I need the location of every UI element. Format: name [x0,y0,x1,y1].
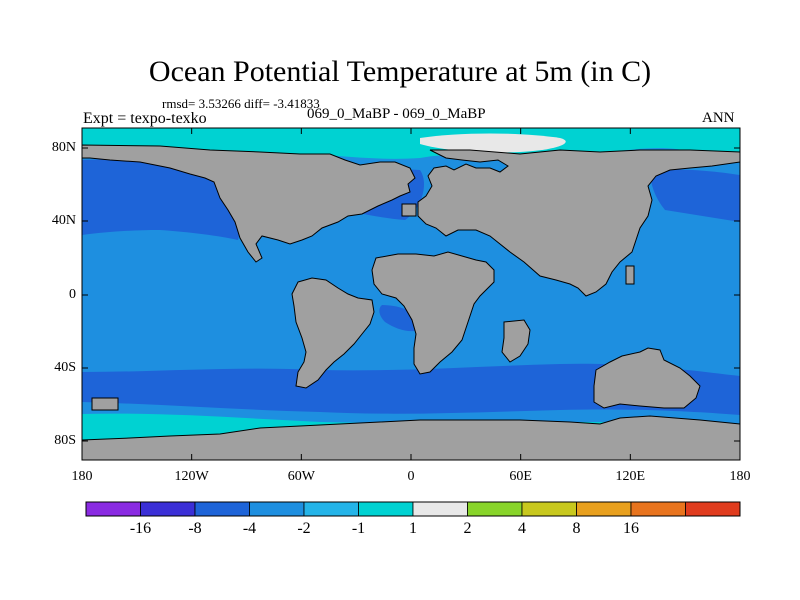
lon-label: 120E [615,469,646,484]
colorbar [85,501,741,517]
lat-label: 40S [54,360,76,375]
colorbar-label: -4 [242,520,257,537]
colorbar-box [249,501,305,517]
colorbar-box [576,501,632,517]
lon-label: 120W [174,469,209,484]
land-south-america [291,277,375,389]
case-label: 069_0_MaBP - 069_0_MaBP [307,106,486,122]
axis-ticks [81,128,741,460]
colorbar-label: 1 [409,520,417,537]
lon-label: 0 [407,469,415,484]
colorbar-box [85,501,141,517]
land-island-japan [625,265,635,285]
colorbar-label: -1 [351,520,366,537]
colorbar-label: 8 [572,520,581,537]
colorbar-label: 16 [623,520,639,537]
colorbar-box [630,501,686,517]
land-australia [593,347,701,409]
ocean-band-lt-neg4-southern [82,363,740,415]
land-island-uk [401,203,417,217]
ocean-band-neg1-1-arctic [420,133,566,153]
colorbar-frame [85,501,741,517]
colorbar-label: 2 [463,520,472,537]
land-eurasia [417,149,740,297]
colorbar-label: 4 [518,520,526,537]
colorbar-box [358,501,414,517]
lat-label: 80N [51,140,76,155]
colorbar-box [194,501,250,517]
lat-label: 40N [51,213,76,228]
stats-text: rmsd= 3.53266 diff= -3.41833 [162,96,320,111]
map-field [82,128,740,460]
land-island-sw [91,397,119,411]
lat-label: 0 [69,287,76,302]
lon-label: 60E [509,469,532,484]
land-antarctica [82,415,740,460]
lon-label: 180 [729,469,751,484]
colorbar-box [685,501,741,517]
lat-label: 80S [54,433,76,448]
experiment-label: Expt = texpo-texko [83,110,207,127]
season-label: ANN [702,110,735,126]
colorbar-label: -8 [188,520,202,537]
colorbar-label: -2 [297,520,311,537]
colorbar-box [412,501,468,517]
colorbar-label: -16 [129,520,152,537]
plot-title: Ocean Potential Temperature at 5m (in C) [148,55,652,88]
land-madagascar [501,319,531,363]
lon-label: 60W [287,469,315,484]
colorbar-box [140,501,196,517]
ocean-band-lt-neg4-npacific [82,159,241,240]
land-north-america [82,144,416,263]
ocean-band-lt-neg4-nwpacific [650,169,740,222]
land-africa [371,251,495,375]
colorbar-box [467,501,523,517]
lon-label: 180 [71,469,93,484]
colorbar-box [521,501,577,517]
colorbar-box [303,501,359,517]
